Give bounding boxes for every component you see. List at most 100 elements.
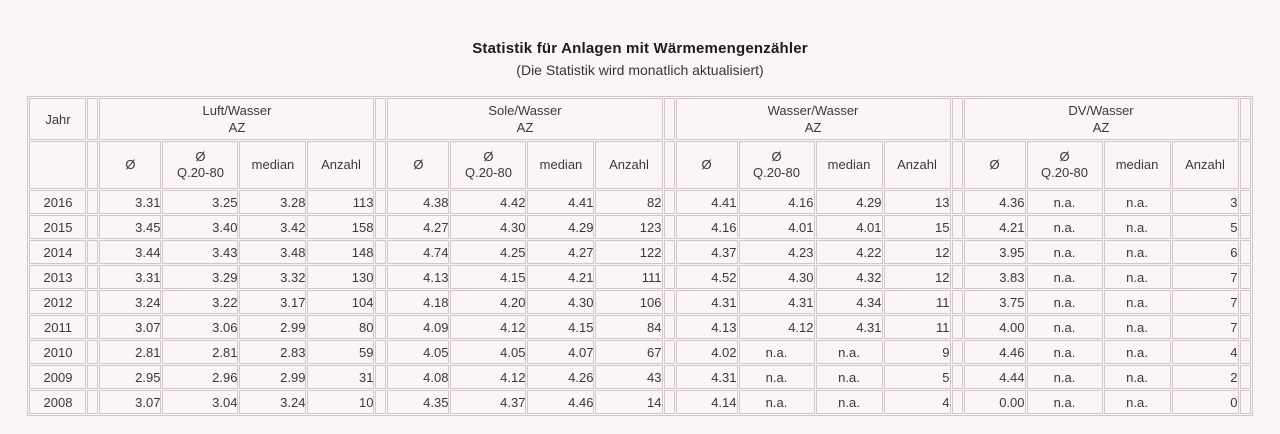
value-cell: 12	[883, 240, 951, 264]
value-cell: 4.22	[815, 240, 883, 264]
value-cell: n.a.	[1026, 290, 1103, 314]
spacer-cell	[951, 265, 963, 289]
value-cell: 4.74	[387, 240, 450, 264]
value-cell: 4.18	[387, 290, 450, 314]
spacer-cell	[375, 290, 387, 314]
spacer-cell	[1239, 265, 1251, 289]
value-cell: 3.07	[99, 390, 162, 414]
value-cell: 59	[307, 340, 375, 364]
value-cell: 2.81	[162, 340, 239, 364]
table-row: 2009 2.95 2.96 2.99 31 4.08 4.12 4.26 43 4.31 n.a.…	[29, 365, 1251, 389]
value-cell: 2.83	[239, 340, 307, 364]
year-header: Jahr	[29, 98, 87, 140]
value-cell: 4.01	[815, 215, 883, 239]
value-cell: n.a.	[1026, 190, 1103, 214]
spacer-cell	[375, 315, 387, 339]
spacer-cell	[1239, 290, 1251, 314]
value-cell: 5	[1171, 215, 1239, 239]
value-cell: 4.12	[450, 365, 527, 389]
value-cell: 4.23	[738, 240, 815, 264]
value-cell: 4.26	[527, 365, 595, 389]
value-cell: n.a.	[738, 390, 815, 414]
value-cell: 15	[883, 215, 951, 239]
value-cell: 2.99	[239, 315, 307, 339]
value-cell: 14	[595, 390, 663, 414]
value-cell: 4.25	[450, 240, 527, 264]
value-cell: 4.30	[738, 265, 815, 289]
subcolumn-header: Anzahl	[1171, 141, 1239, 189]
value-cell: 3.31	[99, 265, 162, 289]
value-cell: 3.48	[239, 240, 307, 264]
spacer-cell	[951, 190, 963, 214]
value-cell: 4.37	[450, 390, 527, 414]
year-cell: 2016	[29, 190, 87, 214]
spacer-cell	[87, 340, 99, 364]
value-cell: 4.42	[450, 190, 527, 214]
value-cell: 3.95	[963, 240, 1026, 264]
subcolumn-header: median	[239, 141, 307, 189]
spacer-cell	[663, 265, 675, 289]
year-cell: 2012	[29, 290, 87, 314]
spacer-cell	[951, 340, 963, 364]
value-cell: 9	[883, 340, 951, 364]
value-cell: 4.07	[527, 340, 595, 364]
spacer-cell	[951, 215, 963, 239]
spacer-cell	[951, 365, 963, 389]
spacer-cell	[951, 315, 963, 339]
spacer-cell	[87, 365, 99, 389]
spacer-cell	[663, 390, 675, 414]
year-cell: 2010	[29, 340, 87, 364]
subcolumn-header: Anzahl	[595, 141, 663, 189]
value-cell: 4.44	[963, 365, 1026, 389]
value-cell: 4.30	[527, 290, 595, 314]
value-cell: 104	[307, 290, 375, 314]
value-cell: n.a.	[1026, 265, 1103, 289]
spacer-cell	[663, 240, 675, 264]
value-cell: n.a.	[1103, 390, 1171, 414]
value-cell: 12	[883, 265, 951, 289]
value-cell: 2.81	[99, 340, 162, 364]
value-cell: 4.13	[675, 315, 738, 339]
value-cell: 3.07	[99, 315, 162, 339]
subcolumn-header: Ø Q.20-80	[450, 141, 527, 189]
value-cell: 4	[1171, 340, 1239, 364]
spacer-cell	[375, 98, 387, 140]
value-cell: 4.30	[450, 215, 527, 239]
value-cell: 158	[307, 215, 375, 239]
spacer-cell	[1239, 390, 1251, 414]
page-title: Statistik für Anlagen mit Wärmemengenzäh…	[472, 40, 808, 57]
group-header-row: Jahr Luft/Wasser AZ Sole/Wasser AZ Wasser/Was…	[29, 98, 1251, 140]
value-cell: 3.25	[162, 190, 239, 214]
value-cell: n.a.	[815, 340, 883, 364]
value-cell: n.a.	[1103, 315, 1171, 339]
spacer-cell	[375, 215, 387, 239]
value-cell: 67	[595, 340, 663, 364]
value-cell: 3.75	[963, 290, 1026, 314]
value-cell: n.a.	[1103, 215, 1171, 239]
subcolumn-header: Anzahl	[307, 141, 375, 189]
value-cell: 3.17	[239, 290, 307, 314]
value-cell: 4.08	[387, 365, 450, 389]
table-row: 2016 3.31 3.25 3.28 113 4.38 4.42 4.41 82 4.41 4.1…	[29, 190, 1251, 214]
value-cell: 10	[307, 390, 375, 414]
value-cell: 4.27	[527, 240, 595, 264]
spacer-cell	[663, 141, 675, 189]
subcolumn-header: Ø Q.20-80	[738, 141, 815, 189]
subcolumn-header: median	[1103, 141, 1171, 189]
spacer-cell	[375, 190, 387, 214]
spacer-cell	[663, 315, 675, 339]
group-header: Wasser/Wasser AZ	[675, 98, 951, 140]
spacer-cell	[87, 240, 99, 264]
value-cell: 5	[883, 365, 951, 389]
spacer-cell	[375, 365, 387, 389]
table-header: Jahr Luft/Wasser AZ Sole/Wasser AZ Wasser/Was…	[29, 98, 1251, 189]
value-cell: 3.28	[239, 190, 307, 214]
subcolumn-header: Ø	[99, 141, 162, 189]
value-cell: 4.31	[738, 290, 815, 314]
spacer-cell	[951, 240, 963, 264]
value-cell: 148	[307, 240, 375, 264]
subcolumn-header: Ø Q.20-80	[162, 141, 239, 189]
value-cell: 84	[595, 315, 663, 339]
statistics-table: Jahr Luft/Wasser AZ Sole/Wasser AZ Wasser/Was…	[27, 96, 1253, 416]
value-cell: 4.36	[963, 190, 1026, 214]
